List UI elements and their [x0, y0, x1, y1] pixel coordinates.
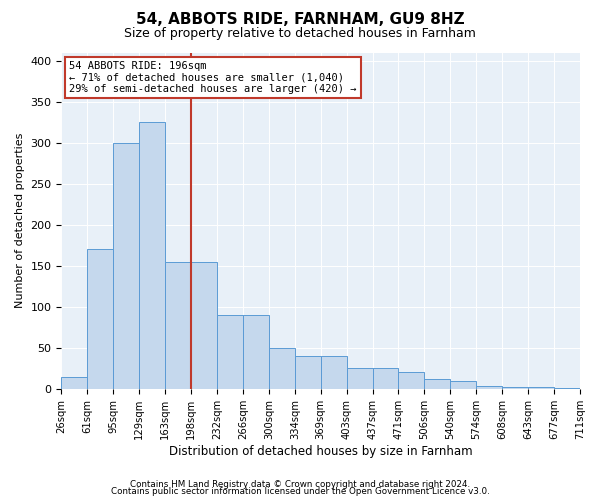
Bar — [424, 379, 451, 389]
Bar — [502, 387, 528, 389]
Text: 54, ABBOTS RIDE, FARNHAM, GU9 8HZ: 54, ABBOTS RIDE, FARNHAM, GU9 8HZ — [136, 12, 464, 28]
X-axis label: Distribution of detached houses by size in Farnham: Distribution of detached houses by size … — [169, 444, 473, 458]
Bar — [139, 122, 165, 389]
Bar — [165, 262, 191, 389]
Bar — [528, 387, 554, 389]
Bar — [191, 262, 217, 389]
Text: Contains public sector information licensed under the Open Government Licence v3: Contains public sector information licen… — [110, 488, 490, 496]
Text: Contains HM Land Registry data © Crown copyright and database right 2024.: Contains HM Land Registry data © Crown c… — [130, 480, 470, 489]
Bar — [88, 250, 113, 389]
Text: 54 ABBOTS RIDE: 196sqm
← 71% of detached houses are smaller (1,040)
29% of semi-: 54 ABBOTS RIDE: 196sqm ← 71% of detached… — [69, 61, 356, 94]
Bar — [243, 315, 269, 389]
Bar — [61, 376, 88, 389]
Bar — [217, 315, 243, 389]
Bar — [269, 348, 295, 389]
Bar — [554, 388, 580, 389]
Bar — [451, 380, 476, 389]
Bar — [321, 356, 347, 389]
Bar — [476, 386, 502, 389]
Bar — [373, 368, 398, 389]
Bar — [113, 142, 139, 389]
Text: Size of property relative to detached houses in Farnham: Size of property relative to detached ho… — [124, 28, 476, 40]
Y-axis label: Number of detached properties: Number of detached properties — [15, 133, 25, 308]
Bar — [347, 368, 373, 389]
Bar — [295, 356, 321, 389]
Bar — [398, 372, 424, 389]
